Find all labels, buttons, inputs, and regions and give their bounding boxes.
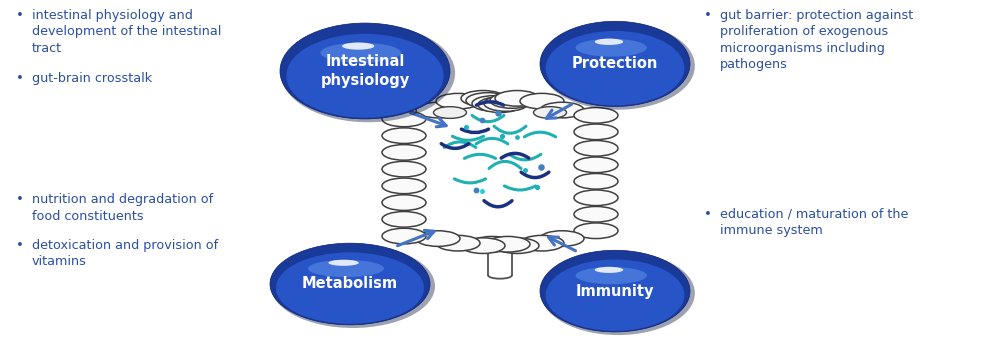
Text: Protection: Protection [572, 56, 658, 71]
Ellipse shape [342, 43, 374, 50]
Circle shape [486, 236, 530, 252]
Circle shape [382, 212, 426, 227]
Ellipse shape [540, 21, 690, 106]
Circle shape [574, 124, 618, 140]
Circle shape [574, 174, 618, 189]
Circle shape [472, 95, 516, 111]
Text: •: • [704, 9, 712, 22]
Circle shape [574, 157, 618, 173]
Text: Intestinal
physiology: Intestinal physiology [320, 55, 410, 87]
Ellipse shape [540, 250, 690, 332]
Text: •: • [16, 72, 24, 86]
Ellipse shape [595, 267, 623, 273]
Circle shape [382, 228, 426, 244]
Ellipse shape [546, 260, 684, 331]
Circle shape [533, 106, 566, 118]
Circle shape [436, 93, 480, 109]
Text: Immunity: Immunity [576, 284, 654, 299]
Ellipse shape [541, 251, 695, 335]
Text: gut-brain crosstalk: gut-brain crosstalk [32, 72, 152, 86]
Circle shape [520, 93, 564, 109]
Circle shape [466, 93, 510, 108]
Ellipse shape [286, 34, 444, 118]
Circle shape [574, 190, 618, 206]
Circle shape [470, 236, 514, 252]
Text: •: • [16, 193, 24, 207]
Ellipse shape [281, 24, 455, 122]
Circle shape [574, 141, 618, 156]
Ellipse shape [271, 244, 435, 328]
Circle shape [382, 178, 426, 194]
Circle shape [382, 128, 426, 143]
Text: nutrition and degradation of
food constituents: nutrition and degradation of food consti… [32, 193, 213, 223]
Ellipse shape [270, 243, 430, 325]
Circle shape [382, 195, 426, 211]
Circle shape [540, 102, 584, 118]
Circle shape [382, 111, 426, 127]
Ellipse shape [541, 22, 695, 110]
Text: detoxication and provision of
vitamins: detoxication and provision of vitamins [32, 239, 218, 268]
Text: •: • [704, 208, 712, 221]
Ellipse shape [328, 260, 359, 266]
Circle shape [416, 102, 460, 118]
Circle shape [382, 161, 426, 177]
Ellipse shape [276, 252, 424, 324]
Circle shape [436, 235, 480, 251]
Ellipse shape [308, 260, 384, 277]
Circle shape [495, 238, 539, 253]
Circle shape [490, 93, 534, 108]
Circle shape [574, 207, 618, 222]
Text: •: • [16, 9, 24, 22]
Circle shape [434, 106, 466, 118]
Circle shape [461, 91, 505, 106]
Text: education / maturation of the
immune system: education / maturation of the immune sys… [720, 208, 908, 237]
Text: gut barrier: protection against
proliferation of exogenous
microorganisms includ: gut barrier: protection against prolifer… [720, 9, 913, 71]
Circle shape [478, 97, 522, 113]
Circle shape [574, 108, 618, 123]
Circle shape [416, 231, 460, 246]
Ellipse shape [576, 267, 647, 284]
Circle shape [382, 144, 426, 160]
Circle shape [495, 91, 539, 106]
Circle shape [574, 223, 618, 239]
Circle shape [484, 95, 528, 111]
Circle shape [520, 235, 564, 251]
Ellipse shape [595, 39, 623, 45]
Text: Metabolism: Metabolism [302, 277, 398, 291]
Text: •: • [16, 239, 24, 252]
Ellipse shape [280, 23, 450, 119]
Circle shape [540, 231, 584, 246]
Circle shape [461, 238, 505, 253]
Ellipse shape [576, 39, 647, 57]
Ellipse shape [320, 43, 401, 63]
Ellipse shape [546, 31, 684, 105]
Text: intestinal physiology and
development of the intestinal
tract: intestinal physiology and development of… [32, 9, 221, 55]
